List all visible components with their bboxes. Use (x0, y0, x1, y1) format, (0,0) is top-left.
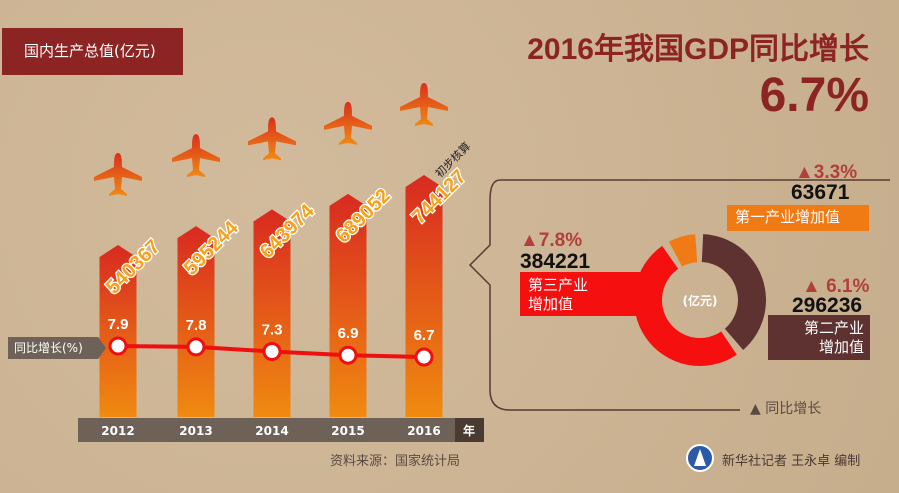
airplane-shape (324, 101, 372, 145)
airplane-shape (94, 153, 142, 196)
bracket (468, 179, 890, 411)
bar-2014 (253, 209, 291, 417)
legend: ▲ 同比增长 (750, 401, 822, 417)
x-tick-label: 2012 (101, 424, 134, 438)
donut-unit: (亿元) (683, 293, 718, 308)
unit-label: 国内生产总值(亿元) (2, 28, 183, 75)
airplane-shape (400, 83, 448, 127)
growth-value-label: 6.9 (338, 325, 359, 342)
bar-2013 (177, 226, 215, 417)
airplane-icon (94, 153, 142, 196)
airplane-shape (172, 134, 220, 178)
growth-point (108, 336, 128, 356)
secondary-label: 第二产业增加值 (803, 319, 864, 356)
airplane-shape (248, 117, 296, 161)
growth-value-label: 7.8 (186, 317, 207, 334)
x-tick-label: 2015 (331, 424, 364, 438)
xinhua-logo (686, 444, 714, 472)
x-axis-label: 年 (463, 423, 475, 438)
growth-point (414, 347, 434, 367)
secondary-value: 296236 (792, 294, 863, 317)
x-tick-label: 2013 (179, 424, 212, 438)
donut-slice (701, 234, 767, 350)
airplane-icon (324, 101, 372, 145)
growth-point (262, 342, 282, 362)
donut-slice (668, 234, 698, 267)
secondary-growth: ▲ 6.1% (802, 276, 870, 297)
credit-text: 新华社记者 王永卓 编制 (722, 454, 861, 469)
growth-point (338, 345, 358, 365)
tertiary-label-box: 第三产业增加值 (520, 272, 656, 316)
secondary-label-box: 第二产业增加值 (768, 315, 870, 360)
growth-value-label: 7.9 (108, 316, 129, 333)
bar-2015 (329, 193, 367, 417)
donut-slice (633, 245, 737, 367)
growth-value-label: 6.7 (414, 327, 435, 344)
tertiary-growth: ▲7.8% (520, 230, 583, 251)
primary-growth: ▲3.3% (795, 162, 858, 183)
source-text: 资料来源：国家统计局 (330, 454, 461, 469)
airplane-icon (400, 83, 448, 127)
primary-value: 63671 (791, 181, 850, 204)
year-unit-box (455, 418, 484, 442)
x-axis (78, 418, 484, 442)
headline-value: 6.7% (759, 69, 869, 122)
airplane-icon (248, 117, 296, 161)
tertiary-label: 第三产业增加值 (528, 276, 589, 313)
primary-label: 第一产业增加值 (735, 208, 841, 226)
tertiary-value: 384221 (520, 250, 591, 273)
growth-point (186, 337, 206, 357)
primary-label-box: 第一产业增加值 (727, 205, 869, 231)
x-tick-label: 2016 (407, 424, 440, 438)
airplane-icon (172, 134, 220, 178)
bar-2012 (99, 245, 137, 417)
growth-value-label: 7.3 (262, 322, 283, 339)
page-title: 2016年我国GDP同比增长 (527, 33, 869, 66)
x-tick-label: 2014 (255, 424, 288, 438)
line-series-label: 同比增长(%) (8, 337, 106, 359)
